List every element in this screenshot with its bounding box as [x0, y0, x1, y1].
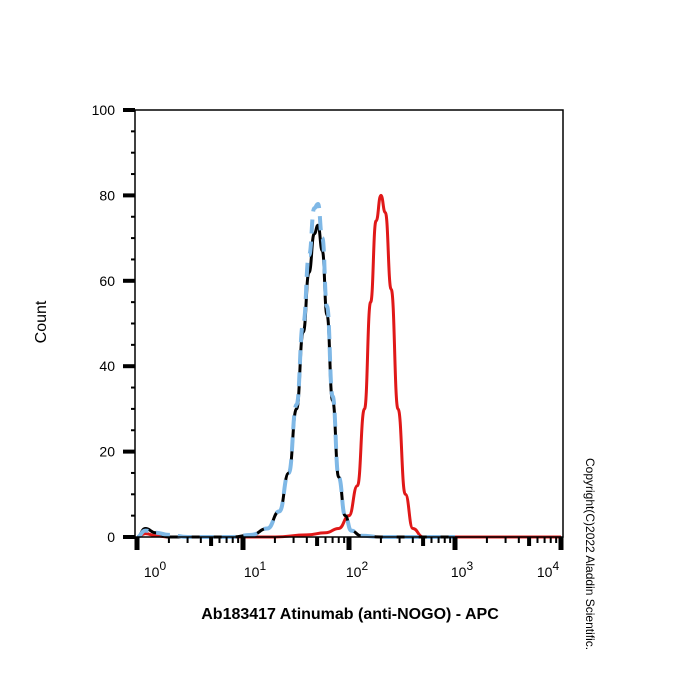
x-tick-label: 103 [451, 559, 474, 580]
series-line [136, 193, 561, 539]
x-tick-label: 104 [537, 559, 560, 580]
copyright-notice: Copyright(C)2022 Aladdin Scientific. [583, 458, 597, 673]
y-tick-label: 80 [99, 187, 115, 203]
copyright-text: Copyright(C)2022 Aladdin Scientific. [583, 458, 597, 651]
series-line [136, 201, 455, 539]
x-tick-label: 101 [244, 559, 267, 580]
x-tick-label: 102 [346, 559, 369, 580]
y-tick-label: 0 [107, 529, 115, 545]
x-axis: 100 101 102 103 104 [134, 537, 564, 580]
x-axis-title: Ab183417 Atinumab (anti-NOGO) - APC [201, 606, 499, 623]
y-tick-label: 60 [99, 273, 115, 289]
y-axis-title: Count [33, 300, 50, 343]
y-axis: 0 20 40 60 80 100 [92, 102, 135, 545]
x-tick-label: 100 [144, 559, 167, 580]
y-tick-label: 100 [92, 102, 116, 118]
series-line [136, 223, 455, 539]
y-tick-label: 20 [99, 444, 115, 460]
plot-area [136, 193, 561, 539]
y-tick-label: 40 [99, 358, 115, 374]
plot-frame [134, 109, 564, 538]
